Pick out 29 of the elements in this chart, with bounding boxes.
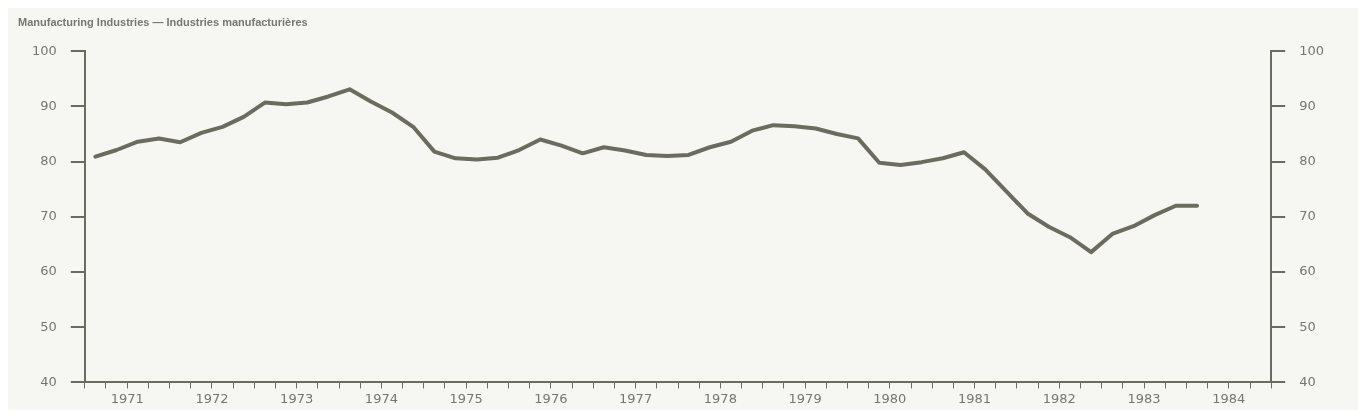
- y2-tick-label: 40: [1299, 373, 1316, 389]
- y-tick-label: 90: [40, 97, 57, 113]
- x-tick-label: 1980: [873, 390, 907, 406]
- y-tick-label: 50: [40, 318, 57, 334]
- y-tick-label: 100: [31, 42, 57, 58]
- y-tick-label: 80: [40, 152, 57, 168]
- x-tick-label: 1977: [619, 390, 653, 406]
- y2-tick-label: 60: [1299, 263, 1316, 279]
- y-tick-label: 70: [40, 208, 57, 224]
- x-tick-label: 1978: [703, 390, 737, 406]
- x-tick-label: 1983: [1127, 390, 1161, 406]
- x-tick-label: 1973: [280, 390, 314, 406]
- x-tick-label: 1979: [788, 390, 822, 406]
- y-tick-label: 40: [40, 373, 57, 389]
- y2-tick-label: 80: [1299, 152, 1316, 168]
- y-tick-label: 60: [40, 263, 57, 279]
- y2-tick-label: 70: [1299, 208, 1316, 224]
- x-tick-label: 1984: [1212, 390, 1246, 406]
- y2-tick-label: 90: [1299, 97, 1316, 113]
- x-tick-label: 1975: [449, 390, 483, 406]
- y2-tick-label: 100: [1299, 42, 1325, 58]
- x-tick-label: 1971: [110, 390, 144, 406]
- y2-tick-label: 50: [1299, 318, 1316, 334]
- x-tick-label: 1976: [534, 390, 568, 406]
- chart-title: Manufacturing Industries — Industries manufacturières: [18, 15, 308, 28]
- x-tick-label: 1981: [958, 390, 992, 406]
- x-tick-label: 1972: [195, 390, 229, 406]
- x-tick-label: 1974: [364, 390, 398, 406]
- x-tick-label: 1982: [1042, 390, 1076, 406]
